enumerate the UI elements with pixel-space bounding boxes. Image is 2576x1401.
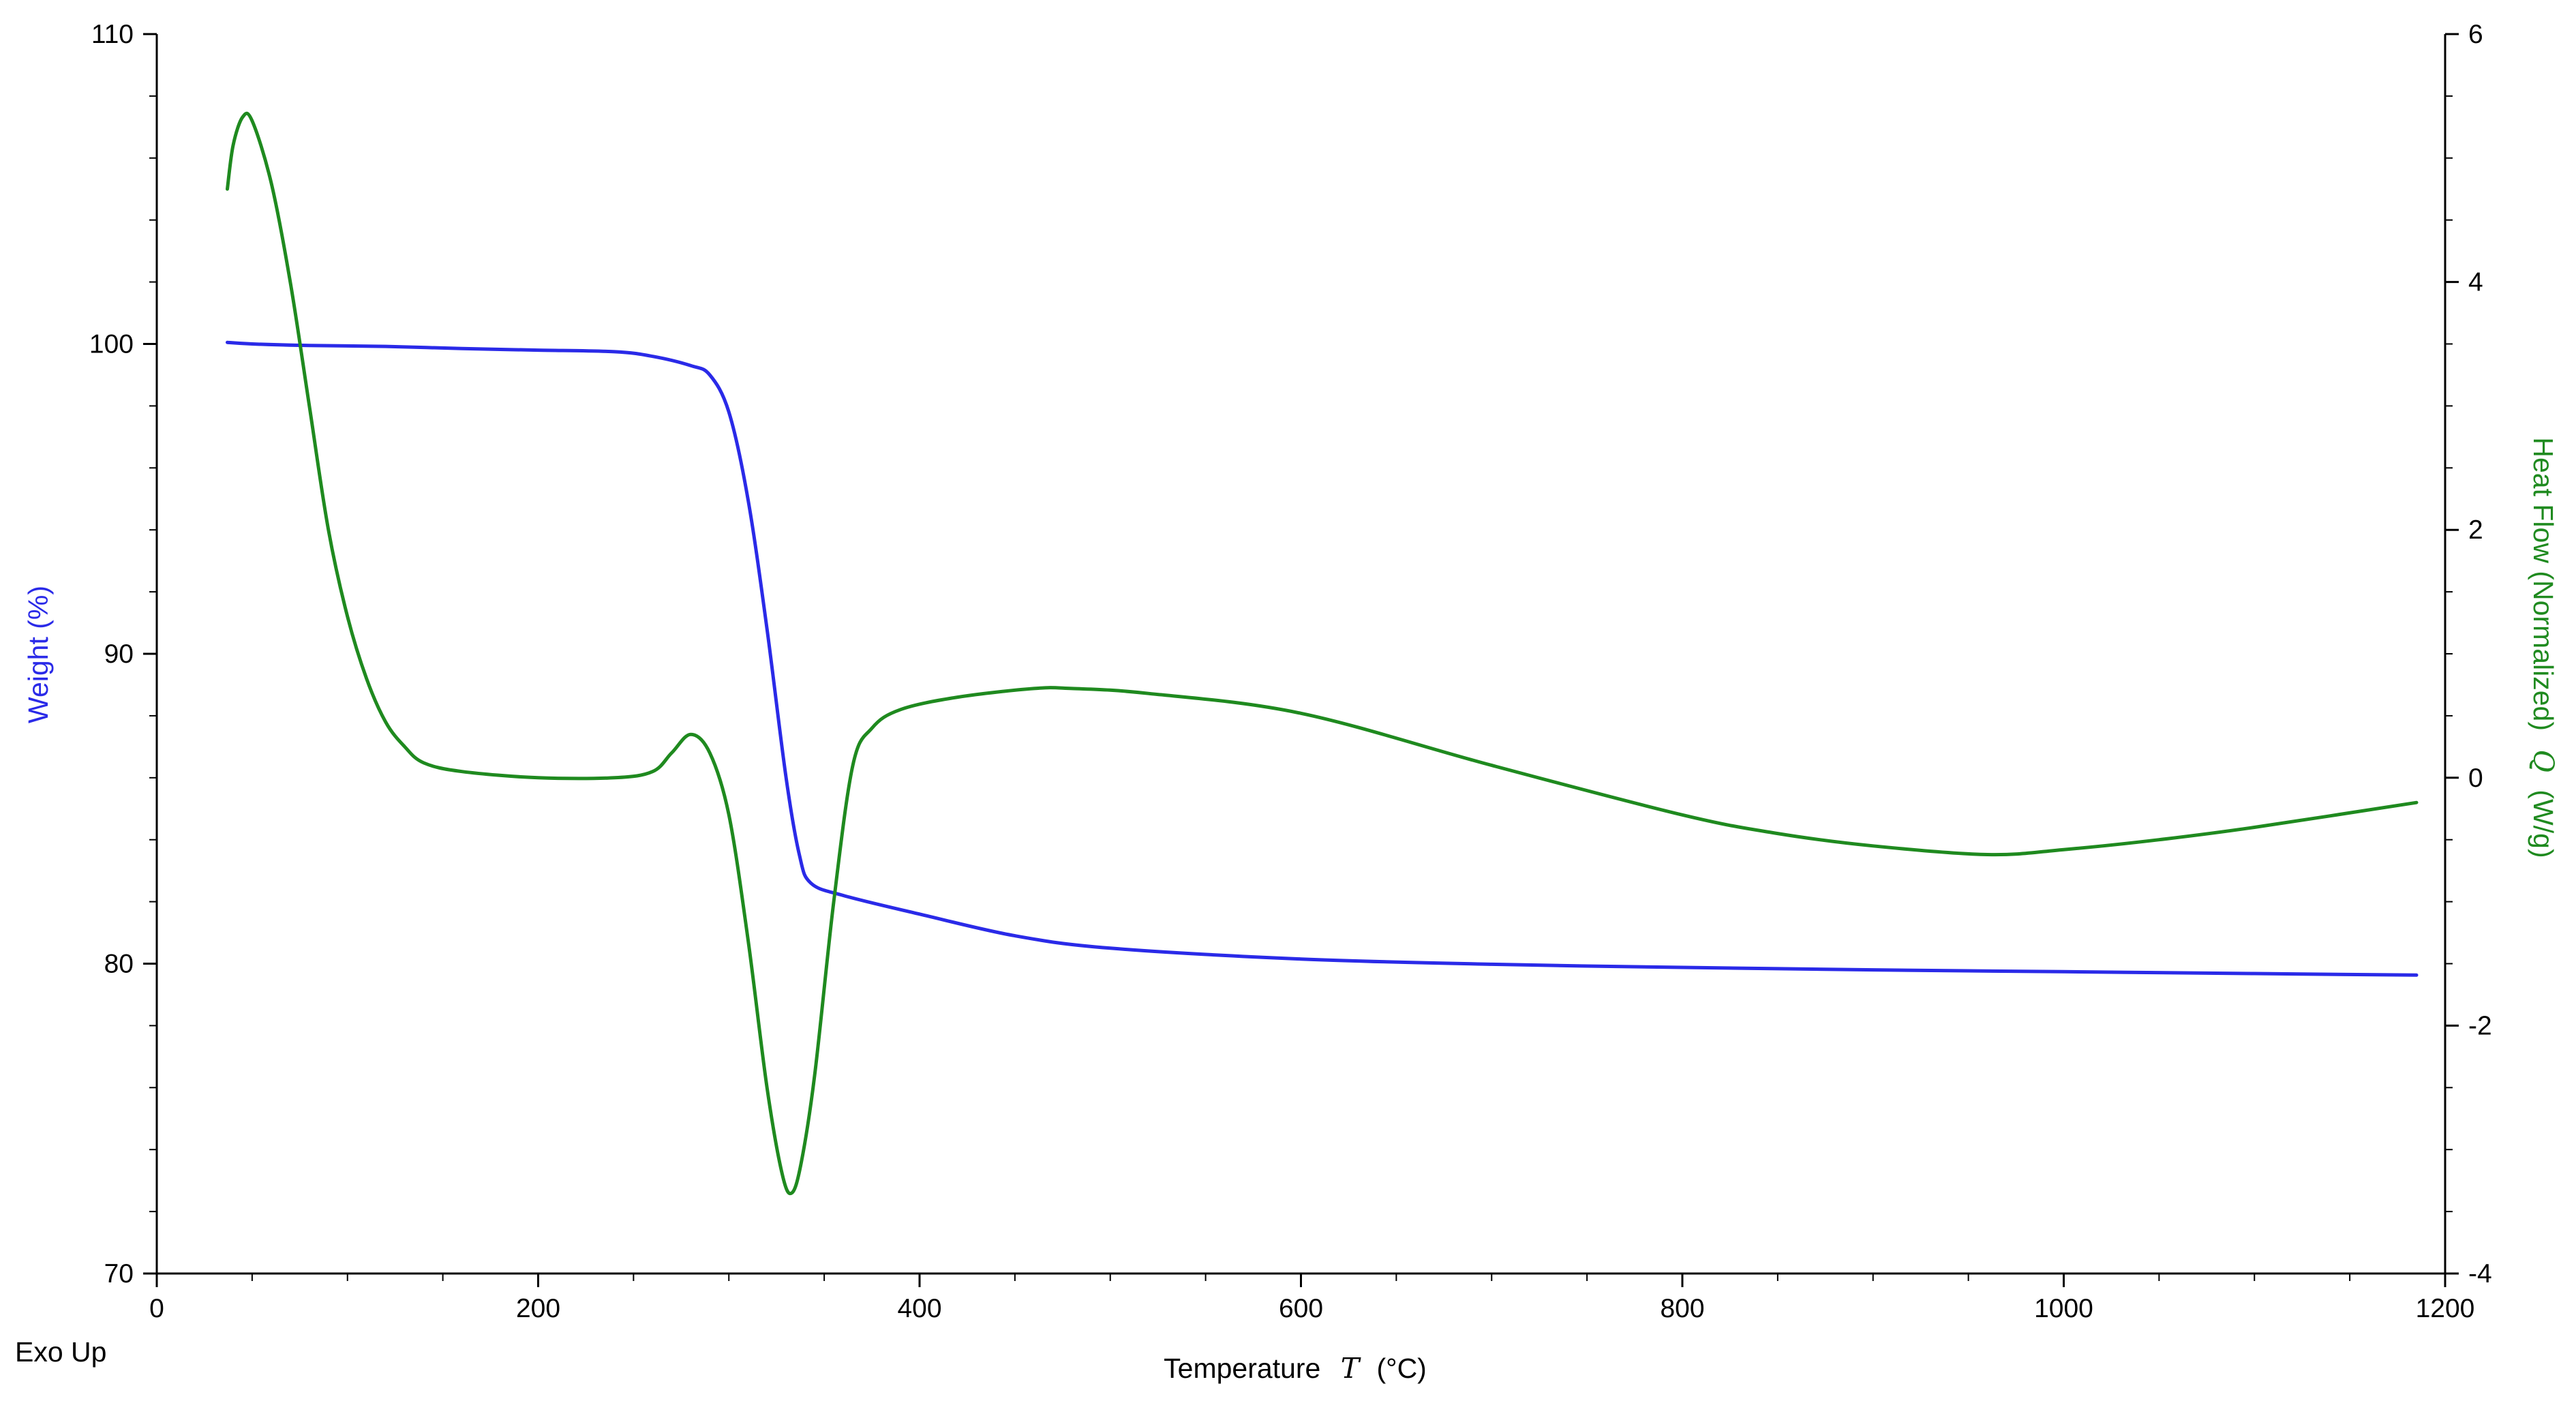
x-axis-label-text: Temperature	[1164, 1353, 1320, 1384]
x-tick-label: 600	[1279, 1294, 1323, 1323]
y-right-tick-label: -4	[2468, 1259, 2492, 1289]
y-left-tick-label: 70	[104, 1259, 134, 1289]
y-right-tick-label: 6	[2468, 20, 2483, 49]
y-left-tick-label: 110	[91, 20, 134, 49]
exo-up-note: Exo Up	[15, 1336, 106, 1368]
y-right-tick-label: 4	[2468, 268, 2483, 297]
y-left-axis-label: Weight (%)	[22, 586, 54, 723]
y-right-axis-label-text: Heat Flow (Normalized)	[2528, 437, 2559, 731]
x-axis-label-unit: (°C)	[1377, 1353, 1427, 1384]
y-right-tick-label: -2	[2468, 1011, 2492, 1040]
heat-flow-series-line	[226, 111, 2419, 1196]
chart-labels: Temperature T (°C) Weight (%) Heat Flow …	[15, 437, 2560, 1385]
y-left-tick-label: 100	[89, 330, 134, 359]
x-axis-label: Temperature T (°C)	[1164, 1352, 1427, 1385]
chart-axes: 0 200 400 600 800 1000 1200 70 80 90 100 110 -4 -2 0 2 4…	[89, 20, 2492, 1323]
y-right-axis-label: Heat Flow (Normalized) Q (W/g)	[2527, 437, 2560, 858]
x-tick-label: 200	[516, 1294, 560, 1323]
y-left-tick-label: 80	[104, 950, 134, 979]
x-tick-label: 800	[1660, 1294, 1704, 1323]
y-right-axis-label-symbol: Q	[2527, 749, 2560, 772]
chart-series	[226, 111, 2419, 1196]
weight-series-line	[226, 340, 2419, 977]
x-tick-label: 1000	[2034, 1294, 2093, 1323]
x-tick-label: 400	[897, 1294, 941, 1323]
x-axis-label-symbol: T	[1341, 1352, 1361, 1385]
y-right-axis-label-unit: (W/g)	[2528, 789, 2559, 858]
y-right-tick-label: 2	[2468, 515, 2483, 545]
x-tick-label: 1200	[2416, 1294, 2475, 1323]
x-tick-label: 0	[149, 1294, 164, 1323]
y-left-tick-label: 90	[104, 639, 134, 669]
y-right-tick-label: 0	[2468, 764, 2483, 793]
